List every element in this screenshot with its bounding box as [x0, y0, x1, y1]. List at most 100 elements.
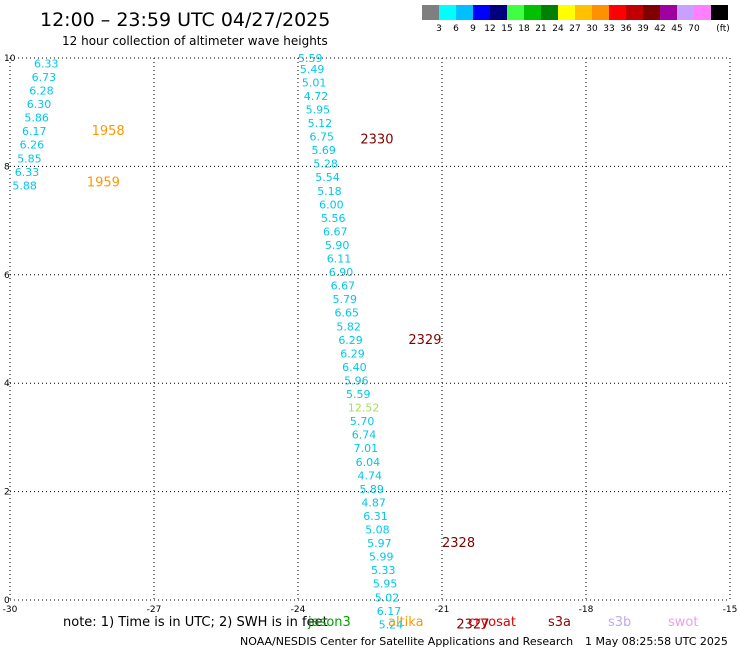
colorbar-label: 42: [654, 24, 665, 34]
footer-timestamp: 1 May 08:25:58 UTC 2025: [585, 635, 728, 648]
pass-time-label: 2327: [456, 617, 489, 632]
wave-height-colorbar: 3 6 9 12 15 18 21 24 27 30 33 36 39 42 45 70 (ft): [422, 5, 730, 34]
wave-height-value: 5.88: [12, 179, 37, 192]
wave-height-value: 12.52: [348, 402, 380, 415]
colorbar-unit: (ft): [716, 24, 730, 34]
wave-height-value: 5.99: [369, 551, 394, 564]
wave-height-value: 4.72: [304, 90, 329, 103]
pass-time-label: 2328: [442, 536, 475, 551]
colorbar-label: 24: [552, 24, 564, 34]
footer-credit: NOAA/NESDIS Center for Satellite Applica…: [240, 635, 573, 648]
pass-time-label: 1959: [87, 176, 120, 191]
wave-height-value: 6.30: [27, 98, 52, 111]
wave-height-value: 6.17: [377, 605, 402, 618]
y-tick-label: 2: [4, 488, 10, 498]
wave-height-value: 5.89: [359, 483, 384, 496]
colorbar-swatch: [422, 5, 439, 20]
wave-height-value: 5.90: [325, 239, 350, 252]
colorbar-label: 33: [603, 24, 614, 34]
wave-height-value: 6.75: [310, 131, 335, 144]
colorbar-swatch: [524, 5, 541, 20]
wave-height-value: 6.67: [323, 225, 348, 238]
colorbar-swatch: [694, 5, 711, 20]
wave-height-value: 6.31: [363, 510, 388, 523]
satellite-legend-item: swot: [668, 615, 698, 630]
wave-height-value: 6.11: [327, 253, 352, 266]
colorbar-label: 27: [569, 24, 580, 34]
wave-height-value: 5.56: [321, 212, 346, 225]
wave-height-value: 6.29: [340, 347, 365, 360]
wave-height-value: 5.02: [375, 591, 400, 604]
wave-height-value: 6.67: [331, 280, 356, 293]
wave-height-value: 6.00: [319, 198, 344, 211]
colorbar-label: 12: [484, 24, 495, 34]
wave-height-value: 6.28: [29, 85, 54, 98]
wave-height-value: 6.04: [356, 456, 381, 469]
satellite-legend: jason3 altika cryosat s3a s3b swot: [307, 615, 698, 630]
wave-height-value: 5.54: [315, 171, 340, 184]
colorbar-label: 21: [535, 24, 546, 34]
colorbar-label: 6: [453, 24, 459, 34]
colorbar-swatch: [643, 5, 660, 20]
wave-height-value: 5.24: [379, 618, 404, 631]
wave-height-value: 5.79: [333, 293, 358, 306]
wave-height-value: 5.96: [344, 374, 369, 387]
wave-height-value: 5.12: [308, 117, 333, 130]
x-tick-label: -30: [3, 605, 18, 615]
wave-height-value: 5.70: [350, 415, 375, 428]
colorbar-label: 45: [671, 24, 682, 34]
wave-height-value: 6.73: [32, 71, 56, 84]
wave-height-value: 6.26: [20, 139, 44, 152]
plot-frame: [9, 57, 731, 601]
pass-time-label: 1958: [92, 124, 125, 139]
satellite-legend-item: s3a: [548, 615, 571, 630]
wave-height-value: 5.95: [306, 103, 331, 116]
colorbar-label: 9: [470, 24, 476, 34]
wave-height-value: 5.82: [336, 320, 361, 333]
pass-time-label: 2329: [408, 333, 441, 348]
legend-note: note: 1) Time is in UTC; 2) SWH is in fe…: [63, 615, 328, 630]
satellite-legend-item: altika: [388, 615, 424, 630]
wave-height-value: 5.28: [313, 158, 338, 171]
x-tick-label: -18: [579, 605, 594, 615]
wave-height-value: 6.40: [342, 361, 367, 374]
wave-height-value: 6.65: [334, 307, 359, 320]
satellite-legend-item: cryosat: [468, 615, 516, 630]
x-tick-label: -15: [723, 605, 738, 615]
x-tick-label: -24: [291, 605, 306, 615]
y-tick-label: 8: [4, 162, 10, 172]
colorbar-swatch: [711, 5, 728, 20]
wave-height-value: 5.08: [365, 524, 390, 537]
colorbar-swatch: [626, 5, 643, 20]
pass-time-label: 2330: [360, 132, 393, 147]
wave-height-value: 4.74: [358, 469, 383, 482]
wave-height-points: 6.336.736.286.305.866.176.265.856.335.88…: [12, 52, 403, 631]
colorbar-label: 30: [586, 24, 598, 34]
colorbar-swatch: [490, 5, 507, 20]
map-title: 12:00 – 23:59 UTC 04/27/2025: [40, 9, 330, 31]
satellite-legend-item: jason3: [307, 615, 351, 630]
wave-height-value: 5.69: [311, 144, 336, 157]
wave-height-value: 5.01: [302, 76, 327, 89]
wave-height-value: 5.49: [300, 63, 325, 76]
colorbar-label: 36: [620, 24, 632, 34]
y-tick-label: 0: [4, 596, 10, 606]
wave-height-value: 5.85: [17, 152, 42, 165]
colorbar-label: 15: [501, 24, 512, 34]
wave-height-value: 6.74: [352, 429, 377, 442]
wave-height-value: 5.59: [298, 52, 323, 65]
wave-height-value: 5.18: [317, 185, 342, 198]
wave-height-value: 5.33: [371, 564, 396, 577]
wave-height-value: 6.29: [338, 334, 363, 347]
y-tick-label: 10: [4, 54, 16, 64]
wave-height-value: 6.90: [329, 266, 354, 279]
colorbar-label: 70: [688, 24, 700, 34]
x-tick-label: -27: [147, 605, 162, 615]
axis-tick-labels: -30 -27 -24 -21 -18 -15 0 2 4 6 8 10: [3, 54, 738, 615]
wave-height-value: 5.95: [373, 578, 398, 591]
wave-height-value: 5.86: [24, 112, 49, 125]
wave-height-value: 5.97: [367, 537, 392, 550]
wave-height-value: 7.01: [354, 442, 379, 455]
